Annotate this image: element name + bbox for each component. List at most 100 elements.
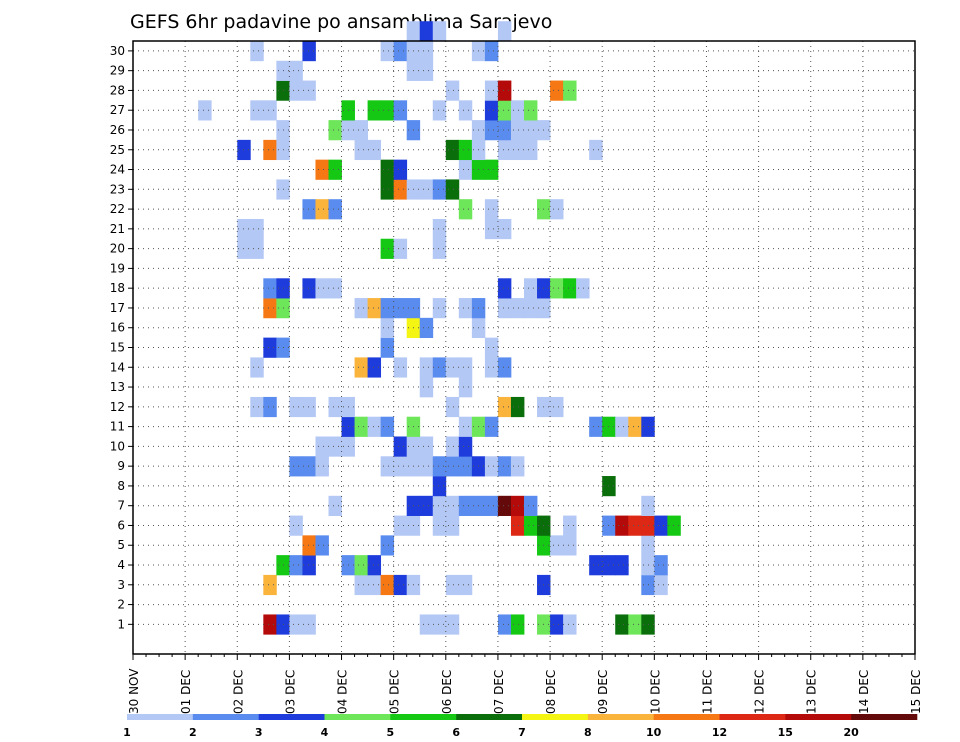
heatmap-cell — [393, 41, 408, 62]
x-tick-label: 10 DEC — [648, 670, 662, 714]
heatmap-cell — [458, 495, 473, 516]
heatmap-cell — [445, 614, 460, 635]
heatmap-cell — [367, 100, 382, 121]
heatmap-cell — [393, 238, 408, 259]
heatmap-cell — [393, 456, 408, 477]
heatmap-cell — [432, 21, 447, 42]
heatmap-cell — [263, 100, 277, 121]
x-tick-label: 13 DEC — [805, 670, 819, 714]
heatmap-cell — [393, 100, 408, 121]
heatmap-cell — [315, 535, 329, 556]
heatmap-cell — [589, 139, 603, 161]
heatmap-cell — [445, 396, 460, 418]
grid-lines — [133, 41, 915, 654]
y-tick-label: 11 — [110, 420, 125, 434]
heatmap-cell — [524, 515, 538, 536]
heatmap-cell — [432, 238, 447, 259]
x-tick-label: 05 DEC — [388, 670, 402, 714]
heatmap-cell — [354, 357, 368, 378]
y-tick-label: 13 — [110, 380, 125, 394]
heatmap-cell — [263, 337, 277, 358]
colorbar-label: 2 — [189, 726, 197, 739]
colorbar-label: 4 — [321, 726, 329, 739]
heatmap-cell — [302, 278, 316, 299]
y-tick-label: 21 — [110, 222, 125, 236]
heatmap-cell — [380, 298, 395, 319]
heatmap-cell — [550, 278, 564, 299]
colorbar-swatch — [653, 714, 720, 720]
heatmap-cell — [328, 120, 342, 141]
heatmap-cell — [393, 515, 408, 536]
colorbar: 1 2 3 4 5 6 7 8 10 12 15 20 — [123, 714, 918, 739]
heatmap-cell — [550, 396, 564, 418]
y-tick-label: 2 — [117, 598, 125, 612]
heatmap-cell — [497, 614, 512, 635]
heatmap-cell — [419, 377, 434, 398]
heatmap-cell — [250, 41, 264, 62]
y-tick-label: 5 — [117, 538, 125, 552]
heatmap-cell — [354, 555, 368, 576]
heatmap-cell — [458, 199, 473, 220]
heatmap-cell — [484, 416, 499, 437]
heatmap-cell — [432, 298, 447, 319]
heatmap-cell — [654, 574, 668, 596]
heatmap-cell — [445, 139, 460, 161]
heatmap-cell — [432, 476, 447, 497]
heatmap-cell — [628, 416, 642, 437]
heatmap-cell — [263, 278, 277, 299]
heatmap-cell — [654, 555, 668, 576]
heatmap-cell — [289, 396, 303, 418]
heatmap-cell — [563, 278, 577, 299]
heatmap-cell — [484, 495, 499, 516]
heatmap-cell — [380, 100, 395, 121]
heatmap-cell — [589, 416, 603, 437]
y-tick-label: 29 — [110, 64, 125, 78]
heatmap-cell — [497, 218, 512, 240]
heatmap-cell — [393, 436, 408, 457]
y-tick-label: 16 — [110, 321, 125, 335]
heatmap-cell — [328, 278, 342, 299]
heatmap-cell — [419, 456, 434, 477]
heatmap-cell — [484, 120, 499, 141]
heatmap-cell — [484, 337, 499, 358]
plot-frame — [132, 40, 916, 655]
heatmap-cell — [419, 21, 434, 42]
heatmap-cell — [380, 238, 395, 259]
heatmap-cell — [250, 238, 264, 259]
heatmap-cell — [419, 614, 434, 635]
heatmap-cell — [524, 100, 538, 121]
heatmap-cell — [302, 199, 316, 220]
heatmap-cell — [458, 159, 473, 180]
heatmap-cell — [250, 357, 264, 378]
heatmap-cell — [445, 357, 460, 378]
heatmap-cell — [510, 396, 525, 418]
x-axis: 30 NOV 01 DEC 02 DEC 03 DEC 04 DEC 05 DEC 06 D… — [127, 654, 923, 714]
heatmap-cell — [302, 41, 316, 62]
heatmap-cell — [484, 456, 499, 477]
heatmap-cell — [615, 555, 629, 576]
heatmap-cell — [302, 80, 316, 101]
heatmap-cell — [367, 416, 382, 437]
heatmap-cell — [263, 139, 277, 161]
heatmap-cell — [289, 515, 303, 536]
heatmap-cell — [615, 614, 629, 635]
heatmap-cell — [510, 515, 525, 536]
heatmap-cell — [550, 80, 564, 101]
heatmap-cell — [458, 377, 473, 398]
y-tick-label: 1 — [117, 617, 125, 631]
heatmap-cell — [550, 614, 564, 635]
y-tick-label: 12 — [110, 400, 125, 414]
colorbar-swatch — [192, 714, 259, 720]
heatmap-cell — [615, 416, 629, 437]
heatmap-cell — [367, 574, 382, 596]
heatmap-cell — [458, 416, 473, 437]
heatmap-cell — [445, 456, 460, 477]
heatmap-cell — [484, 218, 499, 240]
heatmap-cell — [510, 120, 525, 141]
heatmap-cell — [367, 357, 382, 378]
y-tick-label: 10 — [110, 439, 125, 453]
colorbar-swatch — [127, 714, 194, 720]
heatmap-cell — [393, 574, 408, 596]
x-tick-label: 09 DEC — [596, 670, 610, 714]
heatmap-cell — [354, 139, 368, 161]
